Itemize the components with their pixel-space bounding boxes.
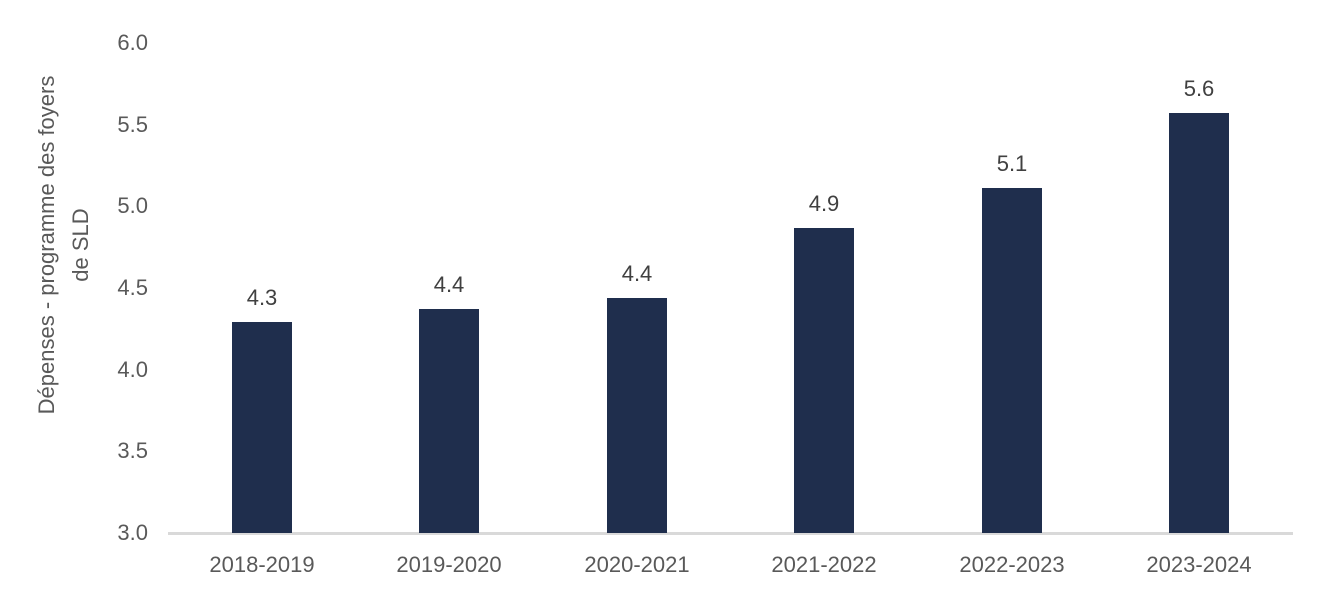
y-tick-label: 5.5 bbox=[117, 112, 148, 137]
y-axis-title-line: Dépenses - programme des foyers bbox=[34, 75, 59, 415]
bar-value-label: 5.1 bbox=[996, 151, 1028, 176]
y-tick-label: 4.0 bbox=[117, 357, 148, 382]
bar bbox=[1169, 113, 1229, 533]
bar-value-label: 5.6 bbox=[1183, 76, 1215, 101]
bar-value-label: 4.3 bbox=[246, 285, 278, 310]
plot-area: 4.3 4.4 4.4 4.9 5.1 5.6 bbox=[168, 43, 1293, 535]
y-axis-title-line: de SLD bbox=[68, 208, 93, 282]
bar bbox=[607, 298, 667, 533]
y-tick-label: 3.0 bbox=[117, 520, 148, 545]
bar-value-label: 4.4 bbox=[621, 261, 653, 286]
x-category-label: 2019-2020 bbox=[396, 552, 502, 577]
y-tick-label: 6.0 bbox=[117, 30, 148, 55]
bar-value-label: 4.4 bbox=[433, 272, 465, 297]
bar bbox=[232, 322, 292, 533]
bar-value-label: 4.9 bbox=[808, 191, 840, 216]
bar bbox=[794, 228, 854, 533]
x-category-label: 2021-2022 bbox=[771, 552, 877, 577]
x-axis-line bbox=[168, 532, 1293, 535]
y-tick-label: 5.0 bbox=[117, 193, 148, 218]
y-tick-label: 4.5 bbox=[117, 275, 148, 300]
bar bbox=[419, 309, 479, 533]
x-category-label: 2023-2024 bbox=[1146, 552, 1252, 577]
x-category-label: 2022-2023 bbox=[959, 552, 1065, 577]
x-category-label: 2020-2021 bbox=[584, 552, 690, 577]
y-tick-label: 3.5 bbox=[117, 438, 148, 463]
bar bbox=[982, 188, 1042, 533]
x-category-label: 2018-2019 bbox=[209, 552, 315, 577]
